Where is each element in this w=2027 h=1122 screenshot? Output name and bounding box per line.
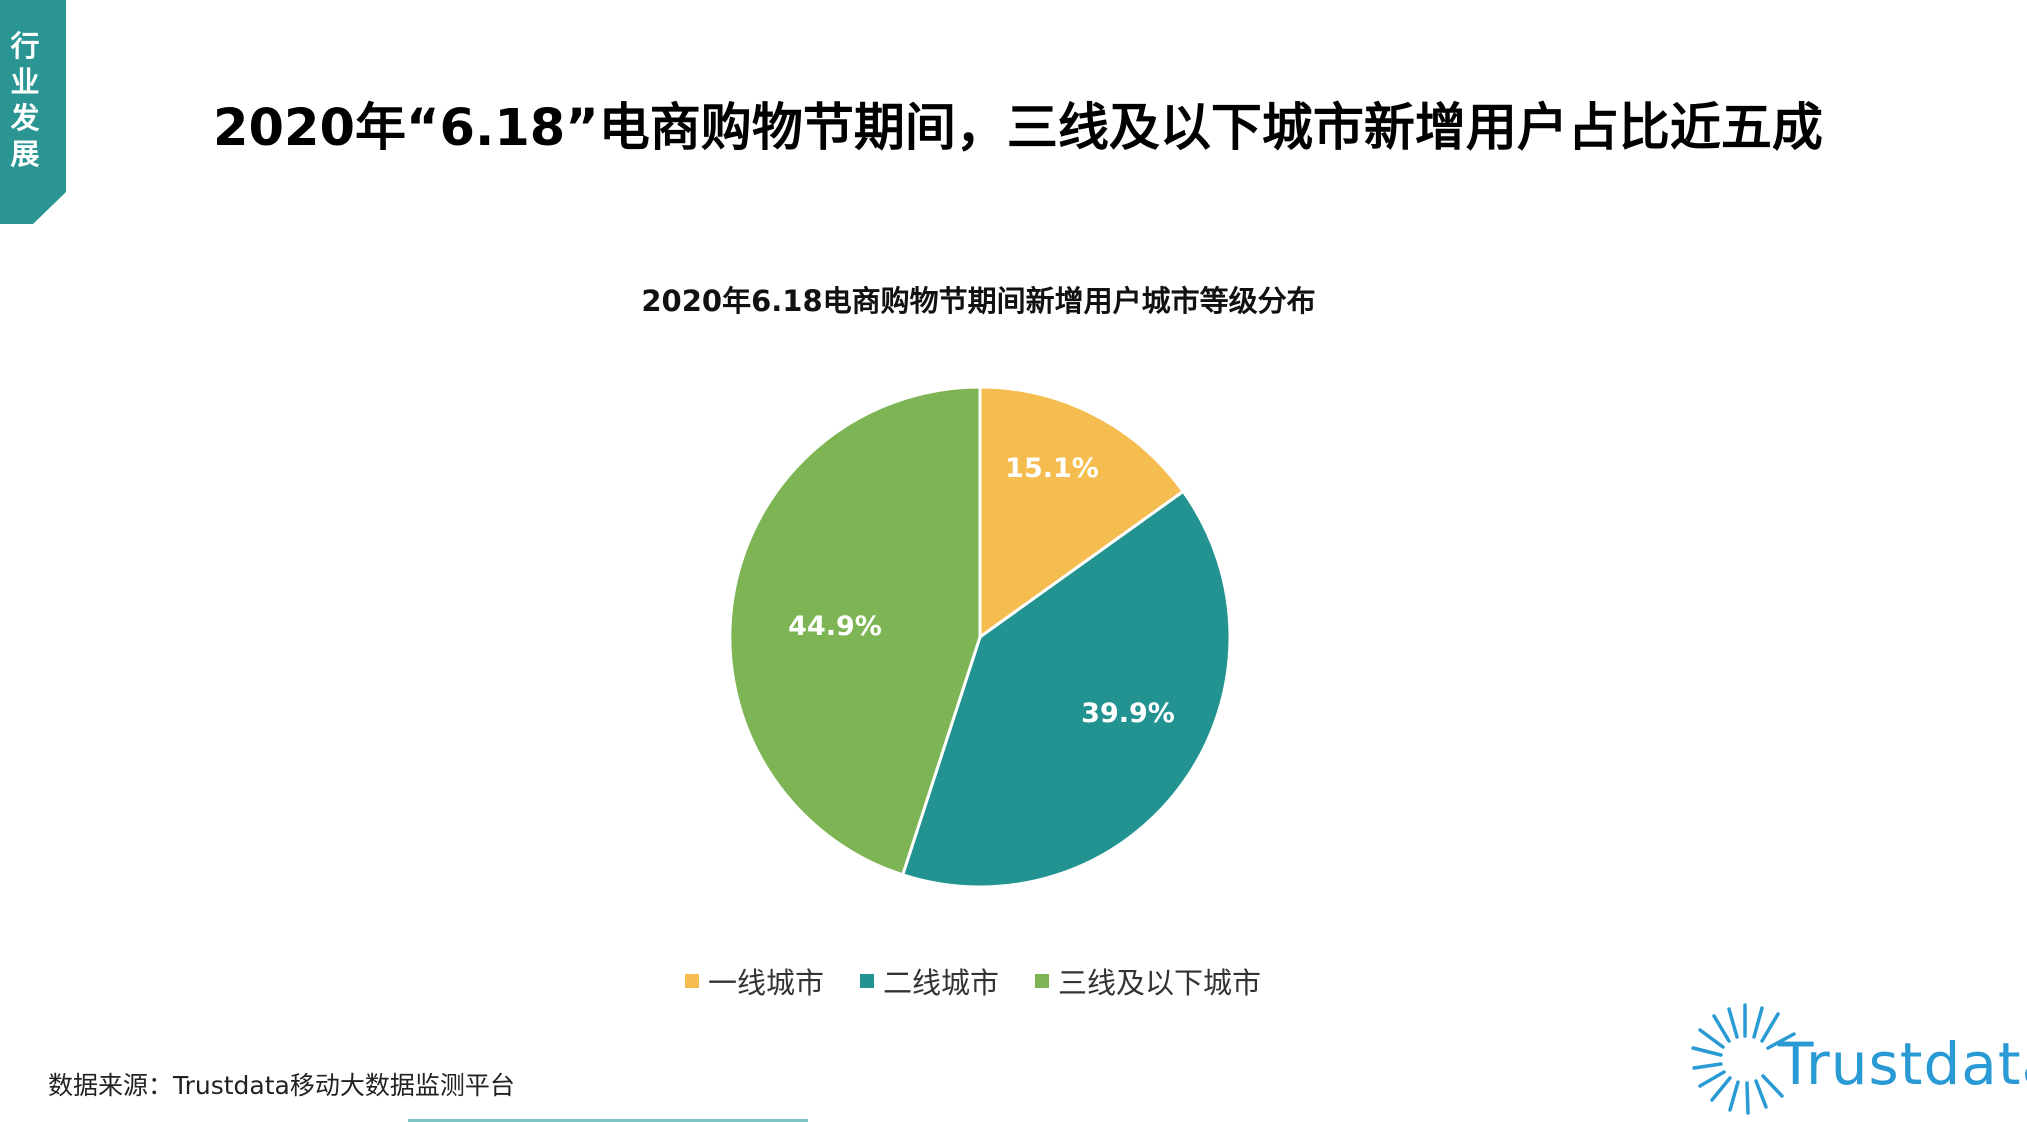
legend-item-tier2[interactable]: 二线城市 [860, 960, 999, 1002]
legend-swatch-icon [1035, 974, 1050, 988]
legend-label: 三线及以下城市 [1058, 966, 1262, 1000]
legend-label: 二线城市 [883, 966, 1000, 1000]
bottom-accent-line [408, 1119, 808, 1122]
chart-title: 2020年6.18电商购物节期间新增用户城市等级分布 [641, 284, 1316, 318]
chart-legend: 一线城市 二线城市 三线及以下城市 [685, 960, 1297, 1002]
pie-label-tier3-below: 44.9% [788, 611, 882, 642]
section-tab-char: 业 [10, 65, 40, 99]
section-tab-char: 行 [10, 29, 40, 63]
pie-slice-tier2[interactable] [901, 489, 1232, 889]
data-source-note: 数据来源：Trustdata移动大数据监测平台 [48, 1071, 515, 1100]
legend-item-tier3-below[interactable]: 三线及以下城市 [1035, 960, 1261, 1002]
legend-label: 一线城市 [708, 966, 825, 1000]
legend-swatch-icon [860, 974, 875, 988]
legend-swatch-icon [685, 974, 699, 988]
logo-wordmark: Trustdata [1778, 1030, 2027, 1098]
pie-slice-tier3-below[interactable] [728, 385, 982, 877]
page-title: 2020年“6.18”电商购物节期间，三线及以下城市新增用户占比近五成 [213, 99, 1823, 158]
section-tab-char: 展 [10, 137, 40, 171]
section-tab-shape [0, 0, 66, 224]
pie-label-tier1: 15.1% [1005, 453, 1099, 484]
section-tab-char: 发 [10, 101, 40, 135]
section-tab: 行 业 发 展 [0, 0, 66, 224]
pie-label-tier2: 39.9% [1081, 698, 1175, 729]
section-tab-label: 行 业 发 展 [0, 28, 50, 172]
sunburst-icon [1691, 1003, 1796, 1115]
chart-title-row: 2020年6.18电商购物节期间新增用户城市等级分布 [0, 278, 2027, 320]
trustdata-logo: Trustdata [1690, 1000, 2027, 1115]
legend-item-tier1[interactable]: 一线城市 [685, 960, 824, 1002]
pie-slice-tier1[interactable] [978, 385, 1185, 639]
